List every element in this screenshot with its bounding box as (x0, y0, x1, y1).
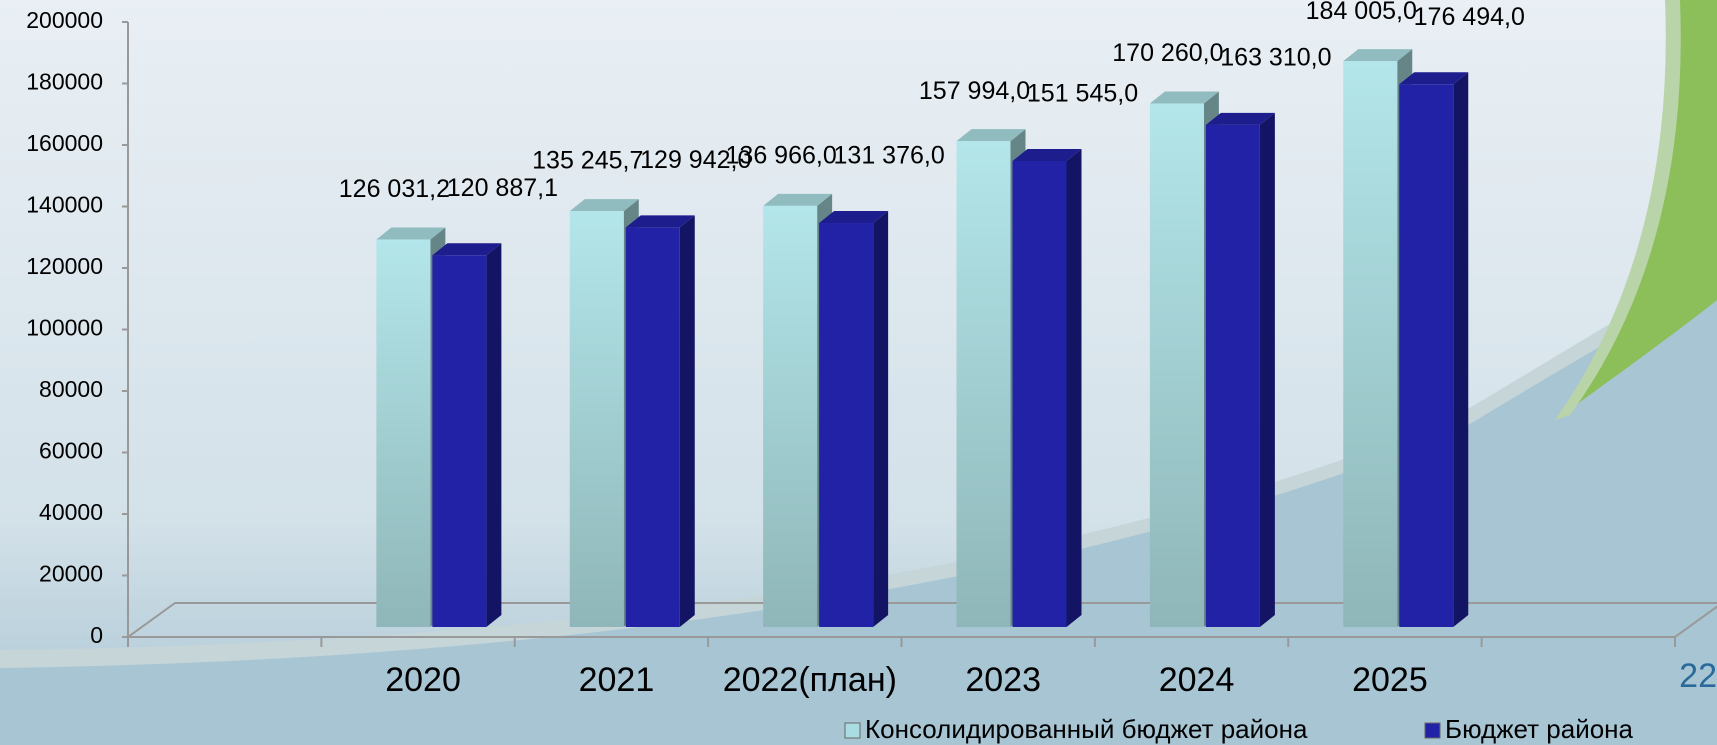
bar (432, 255, 487, 628)
bar (569, 211, 624, 627)
y-tick-label: 40000 (39, 499, 103, 525)
bar-top (1012, 148, 1082, 161)
bar-top (1205, 112, 1275, 125)
y-tick-label: 60000 (39, 438, 103, 464)
value-label: 129 942,0 (640, 146, 751, 174)
bar (376, 239, 431, 628)
legend-marker (844, 722, 861, 739)
bar-side (486, 243, 502, 628)
bar-side (1259, 112, 1275, 627)
bar-top (763, 193, 833, 206)
value-label: 157 994,0 (919, 77, 1030, 105)
value-label: 120 887,1 (447, 174, 558, 202)
bar (1399, 84, 1454, 628)
y-tick-label: 20000 (39, 561, 103, 587)
value-label: 184 005,0 (1306, 0, 1417, 25)
bar (763, 205, 818, 628)
y-tick-label: 200000 (26, 7, 103, 33)
y-tick-label: 140000 (26, 192, 103, 218)
legend-marker (1424, 722, 1441, 739)
y-tick-label: 120000 (26, 253, 103, 279)
bar-top (432, 243, 502, 256)
y-tick-label: 160000 (26, 130, 103, 156)
value-label: 126 031,2 (339, 175, 450, 203)
x-tick-label: 2025 (1352, 661, 1428, 699)
y-tick-label: 0 (90, 622, 103, 648)
bar (1205, 124, 1260, 627)
y-tick-label: 80000 (39, 376, 103, 402)
value-label: 131 376,0 (834, 142, 945, 170)
bar-top (625, 215, 695, 228)
page-number: 22 (1679, 657, 1717, 695)
y-tick-label: 180000 (26, 69, 103, 95)
x-tick-label: 2022(план) (723, 661, 897, 699)
bar (1149, 103, 1204, 627)
green-edge (1555, 0, 1681, 420)
value-label: 176 494,0 (1414, 3, 1525, 31)
value-label: 163 310,0 (1220, 43, 1331, 71)
legend: Консолидированный бюджет района Бюджет ра… (844, 714, 1634, 744)
bar-top (1343, 49, 1413, 62)
bar (625, 227, 680, 627)
x-tick-label: 2020 (385, 661, 461, 699)
bar-side (873, 211, 889, 627)
x-tick-label: 2021 (579, 661, 655, 699)
bar (1343, 61, 1398, 627)
value-label: 136 966,0 (726, 141, 837, 169)
legend-label: Бюджет района (1445, 714, 1634, 744)
bar-side (1453, 72, 1469, 628)
bar-side (1066, 148, 1082, 627)
value-label: 151 545,0 (1027, 80, 1138, 108)
x-tick-label: 2024 (1159, 661, 1235, 699)
value-label: 170 260,0 (1112, 39, 1223, 67)
bar (1012, 160, 1067, 627)
bar-top (819, 211, 889, 224)
y-tick-label: 100000 (26, 315, 103, 341)
value-label: 135 245,7 (532, 147, 643, 175)
bar-side (679, 215, 695, 627)
bar (956, 141, 1011, 627)
legend-label: Консолидированный бюджет района (865, 714, 1308, 744)
bar (819, 223, 874, 627)
x-tick-label: 2023 (965, 661, 1041, 699)
bar-top (569, 199, 639, 212)
bar-top (1399, 72, 1469, 85)
swoosh (0, 260, 1717, 745)
bar-top (956, 129, 1026, 142)
bar-top (376, 227, 446, 240)
bar-top (1149, 91, 1219, 104)
